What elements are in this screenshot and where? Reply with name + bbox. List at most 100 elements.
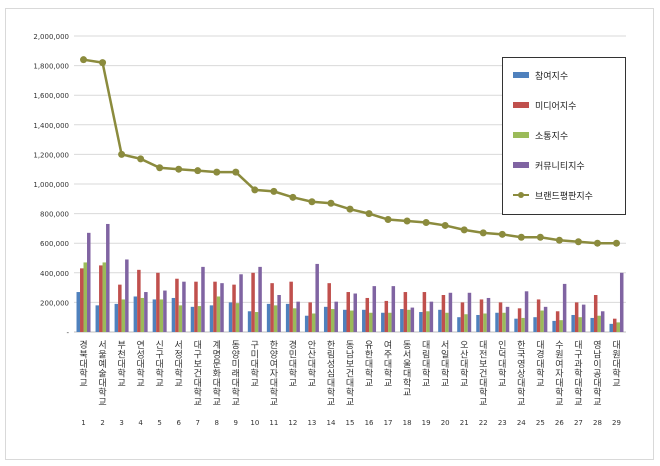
chart-plot: - 200,000 400,000 600,000 800,000 1,000,000 1,… [33, 33, 626, 427]
bar-2-16 [388, 312, 392, 332]
x-category-number: 24 [517, 419, 526, 427]
bar-2-6 [197, 306, 202, 332]
bar-2-12 [311, 313, 316, 332]
line-point-18 [422, 218, 430, 226]
legend-label-4: 브랜드평판지수 [535, 191, 593, 202]
bar-2-3 [140, 297, 145, 332]
x-category-number: 5 [157, 419, 161, 427]
x-category-number: 18 [403, 419, 412, 427]
bar-2-20 [464, 314, 468, 332]
line-point-28 [612, 239, 620, 247]
bar-1-7 [213, 281, 217, 332]
x-category-number: 28 [593, 419, 602, 427]
y-tick-label: 2,000,000 [33, 33, 69, 41]
bar-2-10 [273, 305, 278, 332]
chart-frame: - 200,000 400,000 600,000 800,000 1,000,000 1,… [5, 8, 654, 460]
line-point-5 [175, 165, 183, 173]
legend-label-0: 참여지수 [535, 71, 569, 82]
bar-3-2 [125, 259, 129, 332]
y-tick-label: 1,400,000 [33, 122, 69, 130]
bar-0-22 [495, 312, 499, 332]
bar-1-18 [422, 292, 427, 332]
line-point-24 [536, 233, 544, 241]
bar-2-13 [330, 309, 335, 332]
bar-3-8 [239, 274, 243, 332]
bar-1-1 [99, 265, 103, 332]
x-category-number: 10 [250, 419, 259, 427]
legend-swatch-0 [513, 72, 529, 78]
bar-2-26 [578, 317, 582, 332]
x-category-number: 20 [441, 419, 450, 427]
bar-2-21 [483, 313, 487, 332]
bar-2-11 [292, 308, 297, 332]
y-tick-label: 800,000 [40, 211, 69, 219]
bar-1-10 [270, 283, 274, 332]
line-point-26 [574, 238, 582, 246]
bar-0-14 [343, 309, 347, 332]
x-category-number: 29 [612, 419, 621, 427]
bar-0-16 [381, 312, 385, 332]
bar-0-8 [228, 302, 233, 332]
bar-3-5 [182, 281, 186, 332]
x-category-number: 14 [327, 419, 336, 427]
bar-1-28 [612, 318, 617, 332]
x-category-number: 4 [138, 419, 143, 427]
bar-1-11 [289, 281, 293, 332]
bar-1-26 [574, 302, 579, 332]
bar-0-25 [552, 320, 556, 332]
line-point-6 [194, 167, 202, 175]
line-point-16 [384, 216, 392, 224]
line-point-19 [441, 221, 449, 229]
line-point-15 [365, 210, 373, 218]
bar-2-18 [426, 311, 430, 332]
y-tick-label: 1,800,000 [33, 63, 69, 71]
bar-0-5 [171, 297, 176, 332]
x-category-number: 8 [215, 419, 219, 427]
bar-0-4 [152, 299, 157, 332]
x-category-number: 12 [288, 419, 297, 427]
line-point-2 [118, 150, 126, 158]
bar-3-19 [448, 292, 453, 332]
bar-3-18 [429, 301, 434, 332]
legend-item-1: 미디어지수 [513, 98, 576, 112]
bar-0-26 [571, 314, 575, 332]
bar-2-17 [407, 309, 411, 332]
bar-3-6 [201, 266, 205, 332]
y-tick-label: 1,000,000 [33, 181, 69, 189]
bar-1-13 [327, 283, 331, 332]
bar-2-28 [616, 322, 620, 332]
bar-2-23 [521, 317, 525, 332]
bar-0-21 [476, 314, 480, 332]
x-category-number: 11 [269, 419, 278, 427]
bar-1-25 [555, 311, 560, 332]
line-point-21 [479, 229, 487, 237]
bar-0-10 [266, 303, 271, 332]
line-point-14 [346, 205, 354, 213]
x-category-number: 19 [422, 419, 431, 427]
bar-1-2 [118, 284, 122, 332]
bar-3-14 [353, 293, 357, 332]
line-point-17 [403, 217, 411, 225]
bar-0-9 [247, 311, 252, 332]
bar-2-19 [445, 312, 449, 332]
y-tick-label: 1,200,000 [33, 151, 69, 159]
y-tick-label: 1,600,000 [33, 92, 69, 100]
bar-3-9 [258, 266, 262, 332]
legend-item-3: 커뮤니티지수 [513, 158, 585, 172]
bar-3-23 [524, 291, 529, 332]
legend-swatch-4 [513, 192, 529, 198]
x-category-number: 9 [234, 419, 238, 427]
bar-3-0 [87, 232, 91, 332]
